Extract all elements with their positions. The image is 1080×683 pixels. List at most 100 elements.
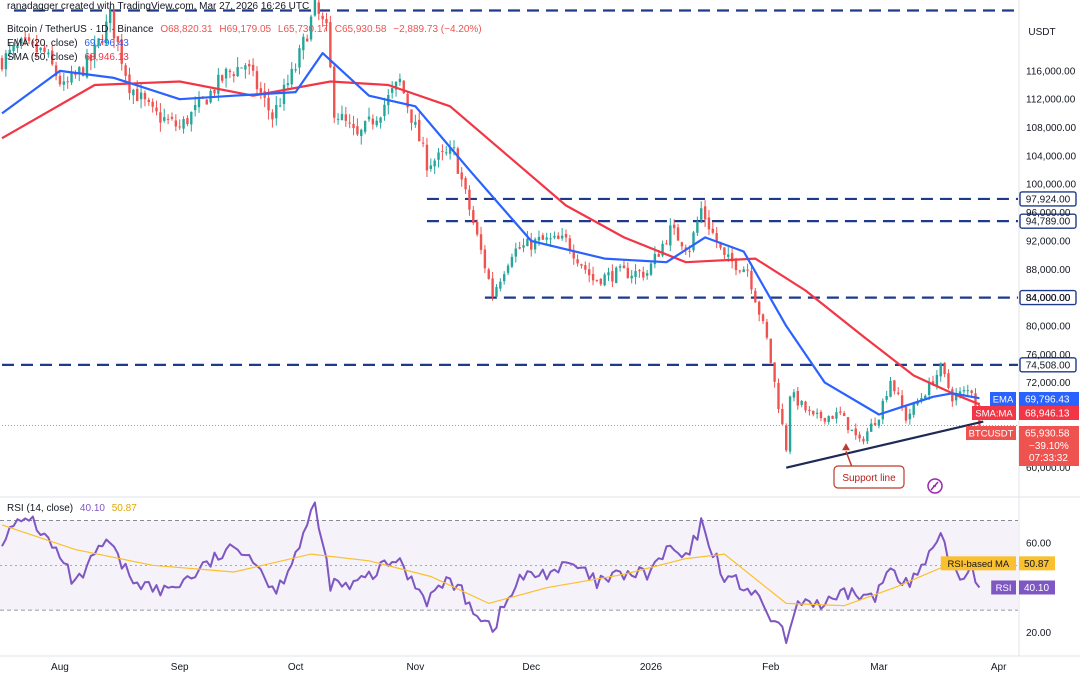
candle-body <box>785 425 788 451</box>
candle-body <box>962 390 966 392</box>
candle-body <box>514 248 517 257</box>
ohlc-close: C65,930.58 <box>334 24 387 35</box>
candle-body <box>271 112 274 120</box>
candle-body <box>186 118 189 125</box>
candle-body <box>885 396 888 400</box>
ema-legend[interactable]: EMA (20, close) 69,796.43 <box>7 38 133 50</box>
rsi-tag-value-box <box>1019 580 1055 595</box>
candle-body <box>506 265 510 273</box>
symbol-header: Bitcoin / TetherUS · 1D · Binance O68,82… <box>7 24 486 36</box>
candle-body <box>591 274 595 281</box>
candle-body <box>159 112 162 123</box>
candle-body <box>970 390 973 393</box>
grid <box>0 0 1080 657</box>
candle-body <box>545 237 548 240</box>
candle-body <box>390 88 394 93</box>
ohlc-high: H69,179.05 <box>219 24 272 35</box>
candle-body <box>607 272 610 276</box>
time-axis[interactable]: Aug Sep Oct Nov Dec 2026 Feb Mar Apr <box>51 662 1007 673</box>
candle-body <box>317 2 320 14</box>
candle-body <box>178 126 181 128</box>
candle-body <box>78 67 81 74</box>
candle-body <box>622 265 626 269</box>
ohlc-change: −2,889.73 (−4.20%) <box>393 24 482 35</box>
candle-body <box>356 126 359 135</box>
candle-body <box>282 84 286 105</box>
rsi-band-fill <box>0 520 1018 611</box>
candles <box>0 0 981 455</box>
price-tag-value: 69,796.43 <box>1025 395 1070 406</box>
candle-body <box>672 224 676 229</box>
symbol-title[interactable]: Bitcoin / TetherUS · 1D · Binance <box>7 24 154 35</box>
candle-body <box>618 266 622 268</box>
indicator-lines <box>1 52 1018 427</box>
candle-body <box>877 419 881 426</box>
candle-body <box>615 267 618 283</box>
candle-body <box>433 160 436 167</box>
candle-body <box>626 267 630 279</box>
candle-body <box>58 75 62 85</box>
level-label-text: 94,789.00 <box>1026 217 1071 228</box>
support-arrow-head <box>842 443 850 451</box>
candle-body <box>773 362 776 382</box>
time-tick-label: Feb <box>762 662 780 673</box>
candle-body <box>232 74 235 77</box>
candle-body <box>657 253 660 257</box>
rsi-legend[interactable]: RSI (14, close) 40.10 50.87 <box>7 503 141 515</box>
candle-body <box>931 381 935 386</box>
support-trend-line <box>785 420 984 469</box>
candle-body <box>8 49 11 53</box>
candle-body <box>89 54 93 62</box>
candle-body <box>20 38 23 44</box>
candle-body <box>418 119 421 142</box>
candle-body <box>800 400 803 405</box>
candle-body <box>557 235 560 240</box>
candle-body <box>286 83 290 86</box>
rsi-tag-value: 40.10 <box>1024 583 1049 594</box>
candle-body <box>398 78 402 83</box>
candle-body <box>900 395 904 408</box>
candle-body <box>4 53 8 70</box>
candle-body <box>31 41 35 44</box>
candle-body <box>943 362 946 375</box>
candle-body <box>394 81 398 90</box>
candle-body <box>479 234 483 250</box>
rsi-legend-value: 40.10 <box>79 503 105 514</box>
candle-body <box>221 75 224 81</box>
candle-body <box>870 423 873 432</box>
candle-body <box>715 233 718 243</box>
candle-body <box>321 15 324 20</box>
candle-body <box>375 120 378 126</box>
candle-body <box>842 413 846 416</box>
candle-body <box>916 401 919 405</box>
candle-body <box>862 438 865 442</box>
candle-body <box>831 416 834 419</box>
candle-body <box>854 428 857 436</box>
candle-body <box>754 290 757 303</box>
level-label-text: 97,924.00 <box>1026 194 1071 205</box>
sma-legend[interactable]: SMA (50, close) 68,946.13 <box>7 52 133 64</box>
time-tick-label: Nov <box>406 662 424 673</box>
candle-body <box>421 142 425 144</box>
candle-body <box>761 314 765 322</box>
level-label-text: 84,000.00 <box>1026 293 1071 304</box>
candle-body <box>688 250 691 252</box>
candle-body <box>151 101 154 107</box>
candle-body <box>723 247 726 256</box>
candle-body <box>642 271 645 278</box>
candle-body <box>827 416 830 422</box>
candle-body <box>174 120 178 127</box>
axis-currency-label: USDT <box>1028 27 1055 38</box>
candle-body <box>112 10 116 39</box>
candle-body <box>437 152 440 160</box>
candle-body <box>533 239 537 250</box>
candle-body <box>51 50 54 65</box>
candle-body <box>893 380 896 392</box>
price-tick-label: 88,000.00 <box>1026 265 1071 276</box>
price-tick-label: 96,000.00 <box>1026 208 1071 219</box>
price-tick-label: 112,000.00 <box>1026 95 1076 106</box>
candle-body <box>815 412 819 414</box>
candle-body <box>309 16 313 40</box>
candle-body <box>595 279 599 281</box>
level-label-box <box>1019 357 1077 373</box>
